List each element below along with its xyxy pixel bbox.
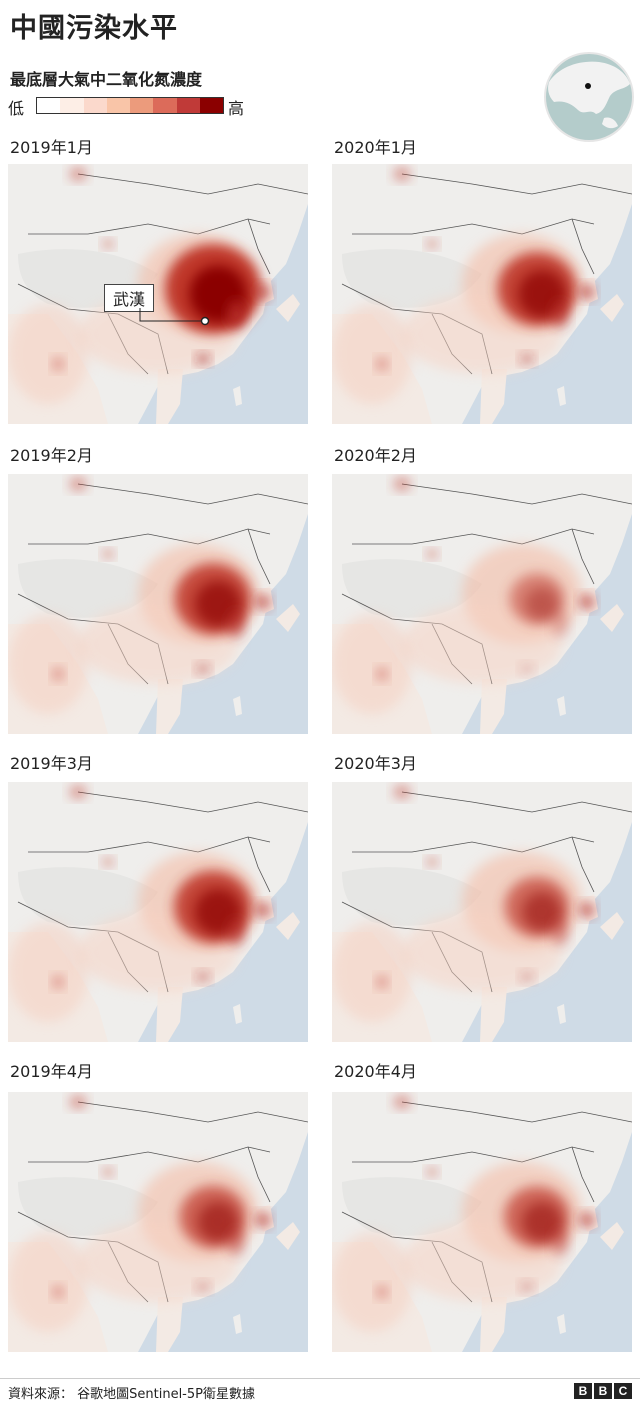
legend-swatch [176, 98, 200, 113]
legend-swatch [130, 98, 154, 113]
panel-date-label: 2020年3月 [334, 754, 417, 773]
legend-swatch [106, 98, 130, 113]
legend-high-label: 高 [228, 99, 245, 118]
no2-map-panel [332, 164, 632, 424]
no2-map-panel [332, 782, 632, 1042]
legend-swatch [60, 98, 84, 113]
panel-date-label: 2020年2月 [334, 446, 417, 465]
footer-divider [0, 1378, 640, 1379]
panel-date-label: 2019年4月 [10, 1062, 93, 1081]
wuhan-callout: 武漢 [104, 284, 155, 312]
no2-map-panel [8, 782, 308, 1042]
source-note: 資料來源： 谷歌地圖Sentinel-5P衛星數據 [8, 1387, 255, 1402]
panel-date-label: 2020年1月 [334, 138, 417, 157]
no2-map-panel [332, 474, 632, 734]
legend-swatch [153, 98, 177, 113]
legend-color-scale [36, 97, 224, 114]
legend-swatch [83, 98, 107, 113]
panel-date-label: 2020年4月 [334, 1062, 417, 1081]
legend-low-label: 低 [8, 99, 25, 118]
panel-date-label: 2019年1月 [10, 138, 93, 157]
legend-title: 最底層大氣中二氧化氮濃度 [10, 70, 203, 89]
no2-map-panel [8, 1092, 308, 1352]
locator-globe [544, 52, 634, 142]
page-title: 中國污染水平 [10, 13, 178, 44]
no2-map-panel [8, 474, 308, 734]
panel-date-label: 2019年3月 [10, 754, 93, 773]
panel-date-label: 2019年2月 [10, 446, 93, 465]
legend-swatch [37, 98, 61, 113]
legend-swatch [199, 98, 223, 113]
no2-map-panel [332, 1092, 632, 1352]
